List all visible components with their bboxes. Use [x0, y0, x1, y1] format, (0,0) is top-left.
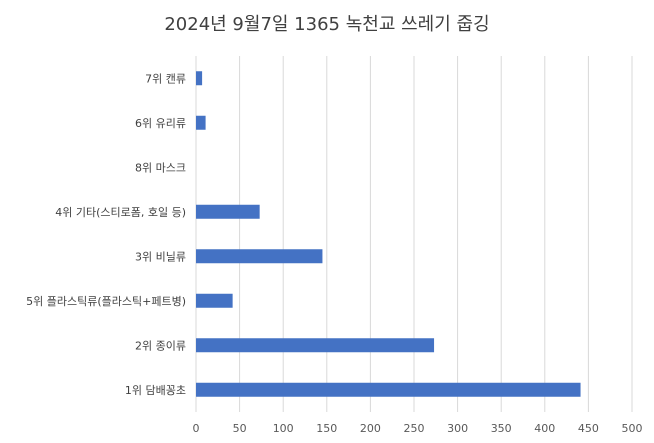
x-tick-label: 450: [578, 422, 599, 435]
bar: [196, 71, 203, 86]
x-tick-label: 300: [447, 422, 468, 435]
bars: [196, 71, 581, 397]
category-labels: 7위 캔류 6위 유리류 8위 마스크 4위 기타(스티로폼, 호일 등) 3위 비닐류…: [26, 72, 186, 397]
x-tick-label: 400: [534, 422, 555, 435]
category-label: 5위 플라스틱류(플라스틱+페트병): [26, 295, 186, 308]
x-tick-label: 250: [404, 422, 425, 435]
chart-title: 2024년 9월7일 1365 녹천교 쓰레기 줍깅: [164, 14, 489, 35]
category-label: 4위 기타(스티로폼, 호일 등): [55, 205, 186, 219]
x-tick-label: 200: [360, 422, 381, 435]
bar: [196, 338, 435, 353]
bar: [196, 293, 233, 308]
bar: [196, 115, 206, 130]
category-label: 3위 비닐류: [135, 250, 186, 263]
x-tick-label: 100: [273, 422, 294, 435]
gridlines: [195, 56, 633, 412]
x-tick-label: 50: [233, 422, 247, 435]
x-tick-label: 350: [491, 422, 512, 435]
x-tick-label: 150: [316, 422, 337, 435]
category-label: 8위 마스크: [135, 161, 186, 174]
category-label: 1위 담배꽁초: [125, 384, 186, 397]
category-label: 7위 캔류: [145, 72, 186, 85]
category-label: 6위 유리류: [135, 117, 186, 130]
category-label: 2위 종이류: [135, 339, 186, 352]
bar: [196, 249, 323, 264]
x-tick-label: 500: [622, 422, 643, 435]
bar: [196, 204, 260, 219]
bar: [196, 382, 581, 397]
x-tick-label: 0: [193, 422, 200, 435]
x-axis-ticks: 0 50 100 150 200 250 300 350 400 450 500: [193, 422, 643, 435]
